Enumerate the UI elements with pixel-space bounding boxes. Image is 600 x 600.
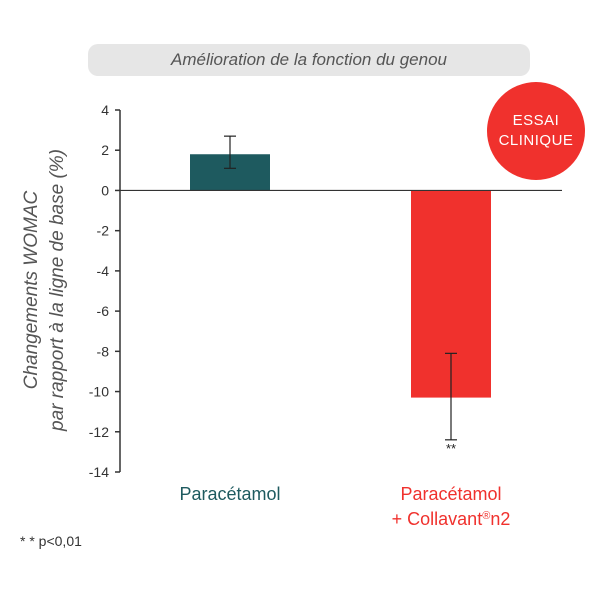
y-tick-label: 0 xyxy=(101,182,109,198)
y-tick-label: -12 xyxy=(89,424,109,440)
category-label-2: Paracétamol xyxy=(400,484,501,504)
y-tick-label: -6 xyxy=(97,303,110,319)
y-tick-label: 2 xyxy=(101,142,109,158)
y-tick-label: 4 xyxy=(101,102,109,118)
category-label-1: Paracétamol xyxy=(179,484,280,504)
clinical-trial-badge: ESSAI CLINIQUE xyxy=(487,82,585,180)
badge-line-2: CLINIQUE xyxy=(498,132,574,149)
chart-title: Amélioration de la fonction du genou xyxy=(88,44,530,76)
badge-line-1: ESSAI xyxy=(512,112,560,129)
y-tick-label: -10 xyxy=(89,384,109,400)
y-tick-label: -14 xyxy=(89,464,109,480)
y-tick-label: -8 xyxy=(97,343,110,359)
y-tick-label: -4 xyxy=(97,263,110,279)
category-label-2: + Collavant®n2 xyxy=(392,509,511,529)
significance-footnote: * * p<0,01 xyxy=(20,533,82,549)
significance-marker: ** xyxy=(446,441,456,456)
y-tick-label: -2 xyxy=(97,223,110,239)
